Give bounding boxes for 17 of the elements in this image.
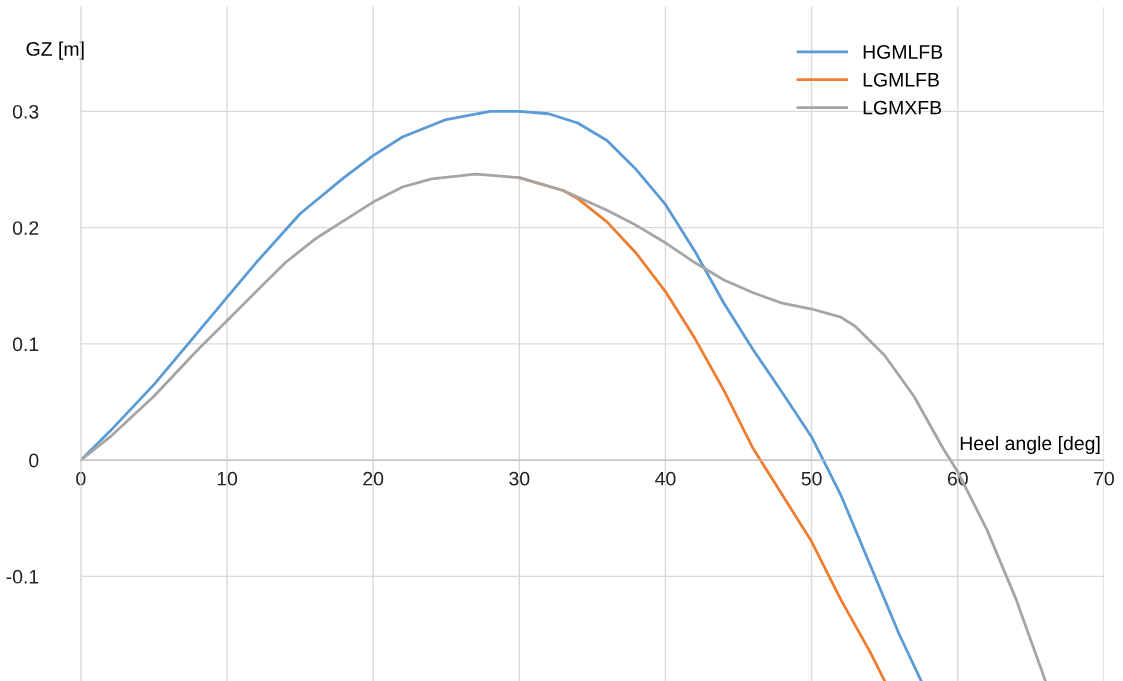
y-tick-label: 0.3: [12, 104, 39, 119]
x-tick-label: 40: [655, 471, 676, 486]
y-axis-title: GZ [m]: [26, 41, 84, 60]
x-tick-label: 10: [217, 471, 238, 486]
legend-label: LGMLFB: [863, 72, 939, 87]
y-tick-label: 0.1: [12, 337, 39, 352]
legend-label: HGMLFB: [863, 45, 943, 59]
x-tick-label: 50: [801, 471, 822, 486]
y-tick-label: 0: [29, 453, 39, 468]
legend-label: LGMXFB: [863, 100, 942, 115]
x-axis-title: Heel angle [deg]: [960, 435, 1100, 455]
y-tick-label: -0.1: [6, 569, 39, 584]
x-tick-label: 20: [363, 471, 384, 486]
x-tick-label: 70: [1094, 471, 1114, 486]
x-tick-label: 30: [509, 471, 530, 486]
y-tick-label: 0.2: [12, 221, 39, 235]
x-tick-label: 0: [76, 471, 86, 486]
